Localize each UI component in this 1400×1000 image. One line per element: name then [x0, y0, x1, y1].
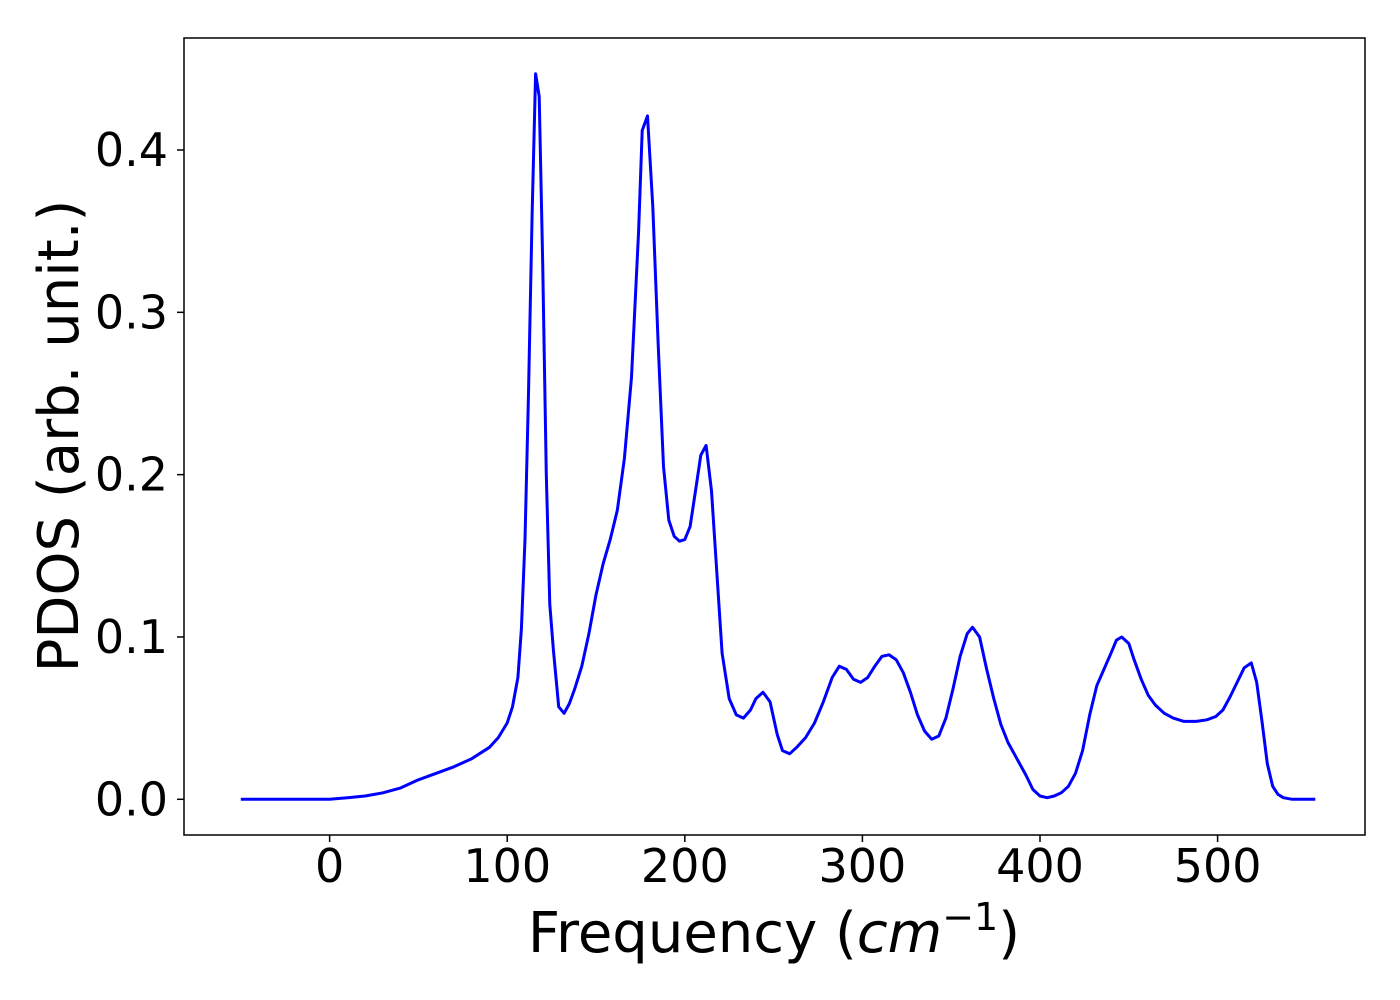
- x-tick-label: 300: [819, 839, 907, 893]
- x-axis-label-prefix: Frequency (: [528, 901, 857, 966]
- x-axis-label-exponent: −1: [942, 895, 998, 939]
- x-tick-label: 100: [463, 839, 551, 893]
- x-axis-label-suffix: ): [998, 901, 1020, 966]
- x-tick-label: 200: [641, 839, 729, 893]
- x-tick-label: 0: [315, 839, 344, 893]
- y-tick-label: 0.1: [95, 610, 168, 664]
- y-tick-label: 0.4: [95, 123, 168, 177]
- plot-area-frame: [183, 37, 1366, 836]
- x-axis-label-unit: cm: [857, 901, 942, 966]
- x-tick-label: 500: [1174, 839, 1262, 893]
- x-tick-label: 400: [996, 839, 1084, 893]
- y-tick-label: 0.0: [95, 772, 168, 826]
- pdos-series-line: [240, 72, 1316, 801]
- y-tick-label: 0.3: [95, 285, 168, 339]
- y-axis-label: PDOS (arb. unit.): [27, 200, 92, 673]
- x-axis-ticks: 0 100 200 300 400 500: [315, 835, 1262, 893]
- y-tick-label: 0.2: [95, 448, 168, 502]
- x-axis-label: Frequency (cm−1): [528, 895, 1020, 966]
- y-axis-ticks: 0.0 0.1 0.2 0.3 0.4: [95, 123, 184, 826]
